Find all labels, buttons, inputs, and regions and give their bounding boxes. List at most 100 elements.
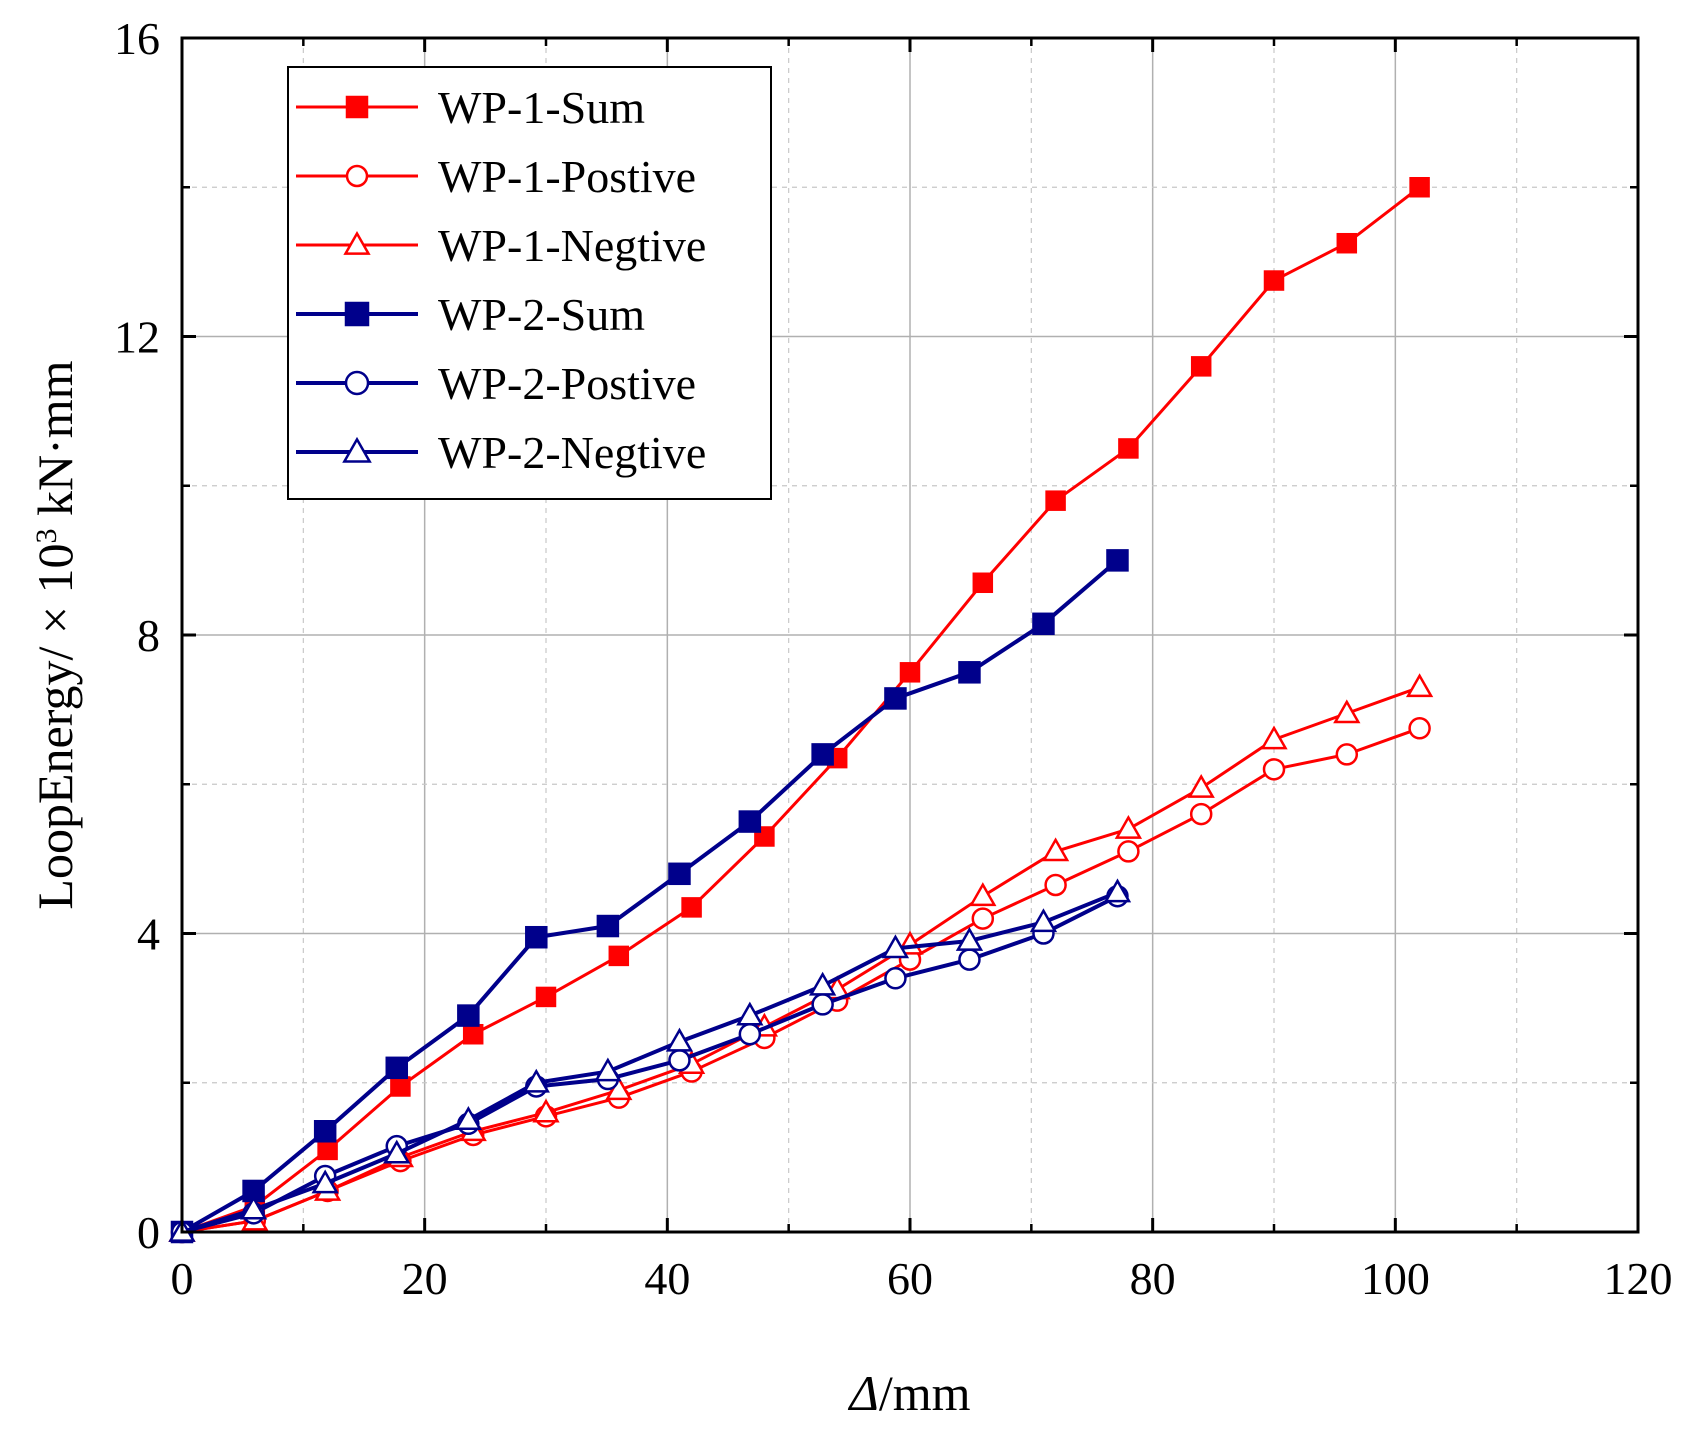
data-point: [1405, 673, 1434, 698]
legend-entry: WP-1-Postive: [296, 151, 696, 202]
data-point: [884, 967, 907, 990]
data-point: [1333, 699, 1361, 724]
legend-label: WP-2-Negtive: [438, 427, 706, 478]
data-point: [811, 993, 834, 1016]
data-point: [311, 1169, 339, 1194]
data-point: [955, 926, 984, 951]
data-point: [1408, 717, 1431, 740]
y-axis-title-main: LoopEnergy/ × 10: [27, 543, 83, 909]
legend-marker: [345, 164, 369, 188]
series-line: [181, 558, 1119, 1234]
legend-marker: [345, 95, 369, 119]
axis-ticks: [180, 36, 1640, 1234]
legend: WP-1-Sum WP-1-Postive WP-1-Negtive WP-2-Sum…: [287, 66, 772, 500]
legend-entry: WP-1-Negtive: [296, 220, 706, 271]
data-point: [383, 1139, 411, 1164]
y-tick-label: 12: [114, 312, 160, 363]
data-point: [899, 662, 921, 683]
data-point: [462, 1023, 484, 1045]
x-tick-label: 120: [1604, 1253, 1673, 1304]
legend-label: WP-1-Postive: [438, 151, 696, 202]
legend-marker: [344, 301, 370, 327]
data-point: [1029, 908, 1058, 933]
data-point: [972, 572, 994, 594]
legend-label: WP-1-Negtive: [438, 220, 706, 271]
data-point: [665, 1027, 694, 1052]
data-point: [457, 1004, 480, 1027]
x-tick-label: 20: [402, 1253, 448, 1304]
data-point: [1114, 815, 1143, 839]
y-tick-label: 0: [137, 1207, 160, 1258]
x-tick-label: 80: [1130, 1253, 1176, 1304]
series-line: [181, 890, 1119, 1234]
data-point: [1045, 490, 1066, 511]
x-axis-title: Δ/mm: [847, 1365, 970, 1421]
series-line: [181, 894, 1119, 1234]
data-point: [811, 743, 834, 766]
data-point: [736, 1001, 764, 1026]
data-point: [668, 1049, 691, 1072]
data-point: [1189, 802, 1213, 826]
data-point: [596, 914, 620, 938]
data-point: [390, 1076, 411, 1097]
data-point: [454, 1106, 483, 1130]
x-tick-label: 40: [644, 1253, 690, 1304]
data-point: [1041, 837, 1070, 862]
legend-label: WP-2-Sum: [438, 289, 645, 340]
series-line: [181, 685, 1421, 1234]
legend-marker: [344, 370, 370, 396]
x-axis-title-symbol: Δ: [847, 1365, 878, 1421]
x-tick-label: 0: [171, 1253, 194, 1304]
data-point: [313, 1120, 337, 1143]
y-axis-title-unit: kN·mm: [27, 360, 83, 528]
data-point: [969, 882, 997, 907]
data-point: [594, 1057, 622, 1082]
data-point: [1103, 878, 1132, 903]
x-axis-title-unit: /mm: [879, 1365, 971, 1421]
data-point: [668, 862, 691, 886]
x-tick-label: 60: [887, 1253, 933, 1304]
data-point: [522, 1068, 550, 1093]
y-tick-label: 8: [137, 610, 160, 661]
tick-labels: 0 20 40 60 80 100 120 0 4 8 12 16: [114, 13, 1673, 1304]
series-wp-1-negtive: [168, 673, 1434, 1242]
legend-entry: WP-1-Sum: [296, 82, 645, 133]
data-point: [808, 971, 837, 996]
legend-box: [287, 66, 772, 500]
legend-entry: WP-2-Postive: [296, 358, 696, 409]
data-point: [385, 1056, 409, 1080]
data-point: [1263, 270, 1285, 291]
data-point: [535, 986, 557, 1008]
y-tick-label: 16: [114, 13, 160, 64]
data-point: [681, 897, 702, 918]
data-point: [971, 907, 995, 930]
x-tick-label: 100: [1361, 1253, 1430, 1304]
legend-marker: [343, 230, 371, 255]
data-point: [1260, 725, 1288, 750]
data-point: [525, 925, 548, 949]
legend-entry: WP-2-Negtive: [296, 427, 706, 478]
data-point: [958, 948, 981, 971]
legend-label: WP-2-Postive: [438, 358, 696, 409]
data-point: [738, 810, 762, 833]
data-point: [1262, 758, 1286, 781]
data-point: [1117, 840, 1140, 863]
y-tick-label: 4: [137, 909, 160, 960]
data-point: [884, 687, 907, 710]
data-point: [738, 1022, 762, 1046]
data-point: [1032, 612, 1055, 636]
data-point: [532, 1098, 560, 1123]
data-point: [317, 1139, 338, 1161]
legend-label: WP-1-Sum: [438, 82, 645, 133]
legend-marker: [342, 436, 372, 463]
data-point: [1336, 232, 1358, 254]
series-layer: [168, 177, 1434, 1244]
data-point: [1409, 177, 1430, 198]
y-axis-title-superscript: 3: [30, 528, 63, 543]
data-point: [1335, 743, 1359, 766]
data-point: [1118, 438, 1139, 459]
data-point: [1190, 356, 1212, 377]
data-point: [239, 1195, 268, 1220]
legend-entry: WP-2-Sum: [296, 289, 645, 340]
